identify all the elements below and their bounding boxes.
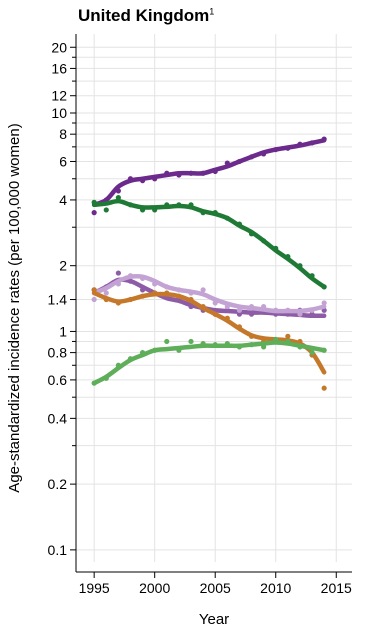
- data-point: [285, 333, 291, 339]
- data-point: [91, 296, 97, 303]
- title-footnote-marker: 1: [209, 6, 215, 17]
- trend-line: [91, 340, 327, 386]
- series-2: [91, 194, 327, 290]
- chart-title-text: United Kingdom: [78, 6, 210, 25]
- data-point: [103, 290, 109, 296]
- data-point: [321, 385, 327, 391]
- series-4: [91, 273, 327, 317]
- x-tick-label: 2000: [139, 580, 170, 596]
- y-tick-label: 20: [51, 39, 67, 55]
- data-point: [115, 270, 121, 276]
- data-point: [188, 338, 194, 345]
- y-tick-label: 1.4: [48, 292, 68, 308]
- x-tick-label: 2015: [321, 580, 352, 596]
- trend-line: [91, 198, 327, 290]
- trend-line: [91, 138, 327, 208]
- axes: [70, 34, 352, 578]
- data-point: [200, 287, 206, 293]
- x-tick-label: 2010: [260, 580, 291, 596]
- y-tick-label: 1: [59, 323, 67, 339]
- y-tick-label: 10: [51, 105, 67, 121]
- series-6: [91, 336, 327, 386]
- series-1: [91, 136, 327, 216]
- y-tick-label: 0.1: [48, 542, 68, 558]
- y-tick-label: 2: [59, 258, 67, 274]
- y-tick-label: 0.4: [48, 410, 68, 426]
- x-tick-label: 2005: [200, 580, 231, 596]
- data-point: [115, 194, 121, 201]
- y-tick-label: 16: [51, 60, 67, 76]
- y-tick-label: 4: [59, 192, 67, 208]
- data-point: [103, 207, 109, 213]
- y-tick-label: 6: [59, 153, 67, 169]
- y-axis-title: Age-standardized incidence rates (per 10…: [6, 123, 23, 492]
- chart-title: United Kingdom1: [78, 6, 214, 26]
- y-tick-label: 0.8: [48, 345, 68, 361]
- series-5: [91, 287, 327, 391]
- series-layer: [91, 136, 327, 391]
- data-point: [164, 338, 170, 345]
- data-point: [321, 300, 327, 306]
- y-tick-label: 12: [51, 88, 67, 104]
- data-point: [91, 210, 97, 216]
- x-tick-label: 1995: [79, 580, 110, 596]
- y-tick-label: 8: [59, 126, 67, 142]
- y-tick-label: 0.6: [48, 372, 68, 388]
- x-axis-title: Year: [199, 611, 229, 628]
- data-point: [309, 350, 315, 356]
- trend-line: [91, 273, 327, 314]
- y-tick-label: 0.2: [48, 476, 68, 492]
